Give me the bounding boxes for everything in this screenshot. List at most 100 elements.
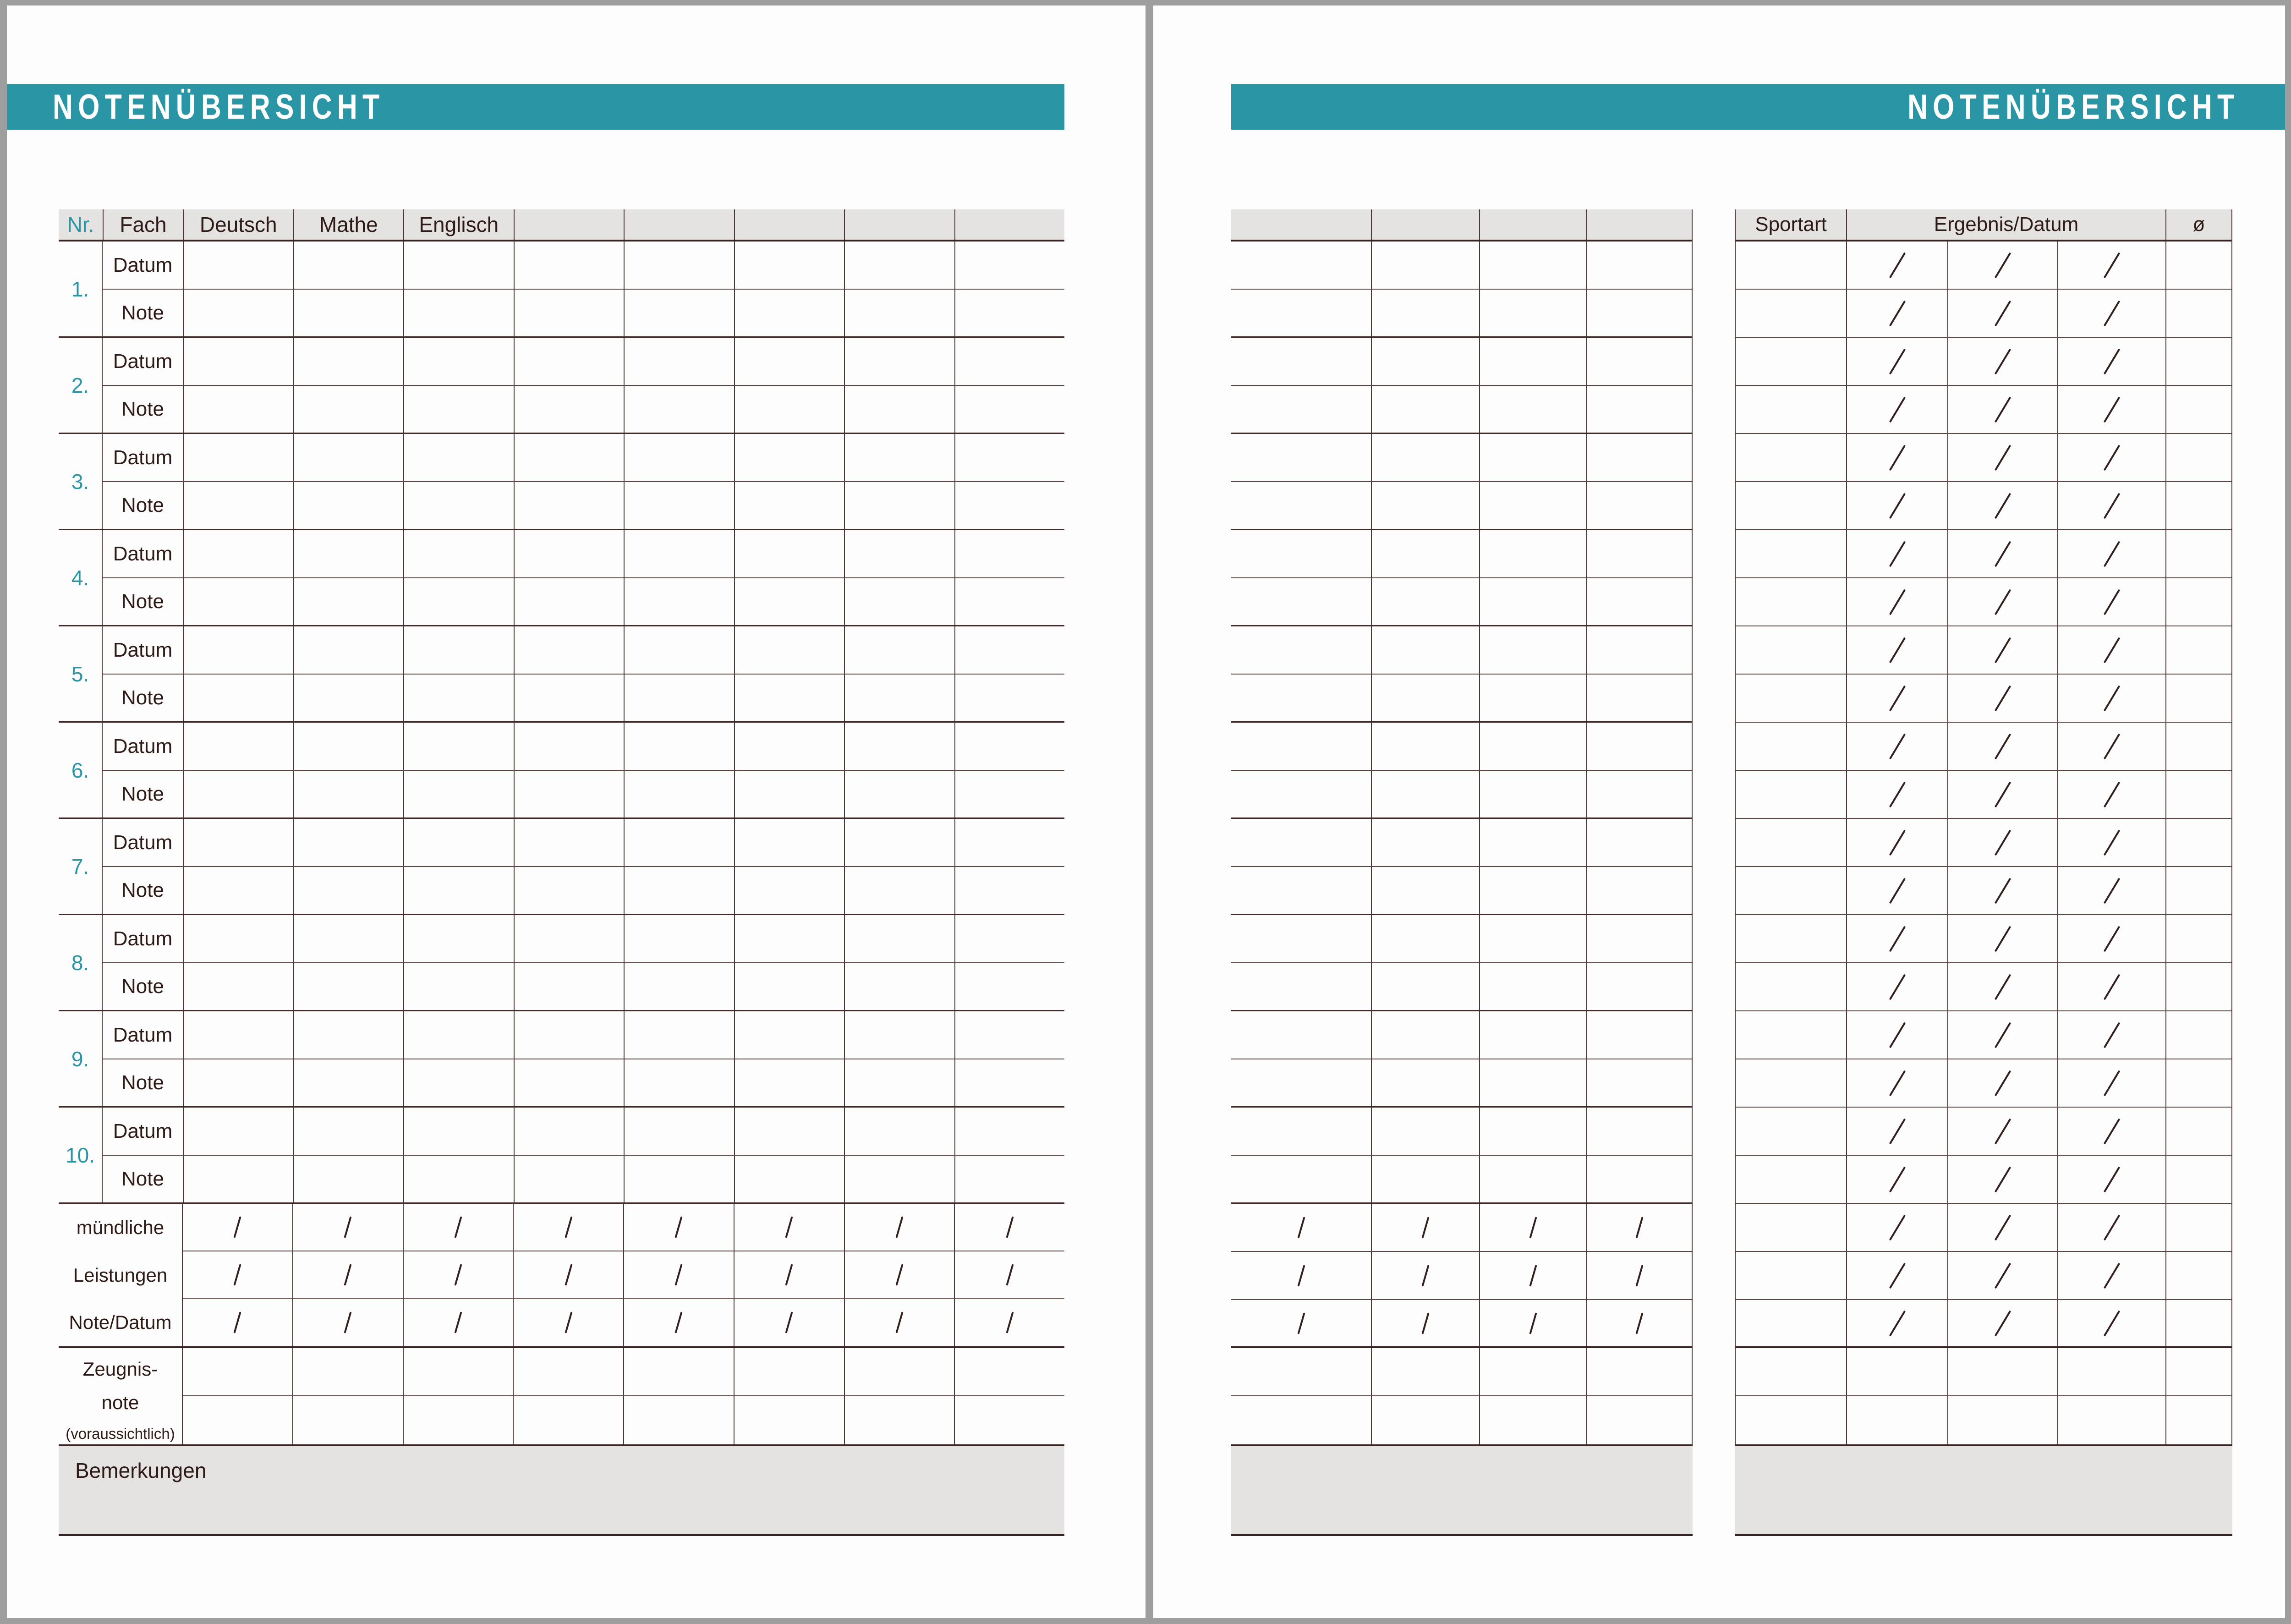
grade-cell xyxy=(403,1156,514,1202)
slash-cell xyxy=(1846,771,1947,818)
row-number: 2. xyxy=(59,338,103,433)
grade-cell xyxy=(1231,290,1371,336)
column-header-subject xyxy=(954,209,1065,240)
slash-mark xyxy=(2103,781,2121,807)
grade-cell xyxy=(734,338,844,385)
grade-cell xyxy=(403,1108,514,1155)
grade-row-pair: 10. Datum Note xyxy=(59,1108,1064,1204)
note-label: Note xyxy=(121,783,164,805)
slash-cell xyxy=(623,1251,734,1298)
grade-cell xyxy=(1586,1156,1692,1202)
slash-cell xyxy=(1846,338,1947,385)
slash-cell xyxy=(1947,915,2057,962)
grade-cell xyxy=(1231,1059,1371,1106)
slash-mark xyxy=(2103,252,2121,278)
grade-cell xyxy=(1479,723,1586,770)
slash-mark xyxy=(1994,541,2011,567)
grade-cell xyxy=(513,290,624,336)
slash-mark xyxy=(1529,1312,1537,1334)
slash-mark xyxy=(1994,1262,2011,1289)
grade-cell xyxy=(1586,867,1692,914)
grade-cell xyxy=(1479,241,1586,289)
zeugnisnote-row xyxy=(1231,1348,1692,1396)
grade-cell xyxy=(624,867,734,914)
slash-cell xyxy=(1479,1204,1586,1251)
grade-cell xyxy=(403,434,514,481)
slash-cell xyxy=(844,1299,954,1346)
sport-result-row xyxy=(1736,241,2231,290)
average-cell xyxy=(2165,1011,2231,1059)
grade-cell xyxy=(183,963,293,1010)
grade-cell xyxy=(293,1059,404,1106)
note-datum-label: Note/Datum xyxy=(69,1311,172,1333)
average-cell xyxy=(2165,338,2231,385)
slash-cell xyxy=(1947,241,2057,289)
grade-sub-row: Note xyxy=(103,771,1064,817)
sport-result-row xyxy=(1736,386,2231,434)
slash-mark xyxy=(565,1263,573,1286)
column-header-fach: Fach xyxy=(103,209,183,240)
grade-cell xyxy=(403,915,514,962)
slash-cell xyxy=(2057,1108,2165,1155)
slash-cell xyxy=(1947,386,2057,433)
slash-mark xyxy=(1889,637,1906,663)
sport-result-row xyxy=(1736,338,2231,386)
slash-mark xyxy=(2103,1022,2121,1048)
sportart-cell xyxy=(1736,915,1846,962)
sport-result-row xyxy=(1736,1011,2231,1059)
page-title-bar-right: NOTENÜBERSICHT xyxy=(1231,84,2285,130)
grade-cell xyxy=(954,771,1065,817)
slash-cell xyxy=(1947,1300,2057,1346)
average-cell xyxy=(2165,915,2231,962)
slash-cell xyxy=(2057,434,2165,481)
slash-mark xyxy=(895,1263,904,1286)
sport-result-row xyxy=(1736,434,2231,482)
slash-mark xyxy=(1994,396,2011,422)
slash-cell xyxy=(1947,530,2057,577)
slash-cell xyxy=(402,1251,513,1298)
grade-cell xyxy=(1371,290,1479,336)
slash-mark xyxy=(1297,1264,1305,1287)
zeugnisnote-cell xyxy=(183,1348,292,1395)
slash-mark xyxy=(1994,637,2011,663)
grade-cell xyxy=(1231,1396,1371,1444)
slash-mark xyxy=(1421,1264,1430,1287)
grade-cell xyxy=(1371,482,1479,529)
grade-sub-row xyxy=(1231,867,1692,915)
grade-cell xyxy=(293,915,404,962)
grade-cell xyxy=(734,482,844,529)
sportart-cell xyxy=(1736,1252,1846,1299)
grade-cell xyxy=(1479,386,1586,433)
grade-cell xyxy=(293,290,404,336)
datum-label: Datum xyxy=(113,446,173,469)
grade-cell xyxy=(624,434,734,481)
slash-cell xyxy=(1947,1252,2057,1299)
average-cell xyxy=(2165,1300,2231,1346)
grade-cell xyxy=(293,338,404,385)
slash-mark xyxy=(1006,1216,1014,1238)
grade-cell xyxy=(734,241,844,289)
column-header-subject xyxy=(624,209,734,240)
grade-row-pair: 5. Datum Note xyxy=(59,626,1064,723)
grade-cell xyxy=(954,867,1065,914)
slash-mark xyxy=(1889,1118,1906,1144)
grade-sub-row xyxy=(1231,1156,1692,1204)
grade-cell xyxy=(1371,723,1479,770)
slash-cell xyxy=(1231,1252,1371,1299)
grade-cell xyxy=(1231,434,1371,481)
sport-result-row xyxy=(1736,963,2231,1011)
grade-cell xyxy=(1586,386,1692,433)
average-cell xyxy=(2165,290,2231,337)
grade-cell xyxy=(1371,386,1479,433)
grade-sub-row: Note xyxy=(103,290,1064,336)
grade-cell xyxy=(1479,867,1586,914)
grade-cell xyxy=(624,241,734,289)
zeugnisnote-cell xyxy=(402,1348,513,1395)
slash-cell xyxy=(1947,1156,2057,1203)
slash-cell xyxy=(1846,1011,1947,1059)
zeugnisnote-cell xyxy=(844,1396,954,1444)
slash-cell xyxy=(2057,675,2165,722)
grade-cell xyxy=(403,241,514,289)
slash-cell xyxy=(733,1299,844,1346)
